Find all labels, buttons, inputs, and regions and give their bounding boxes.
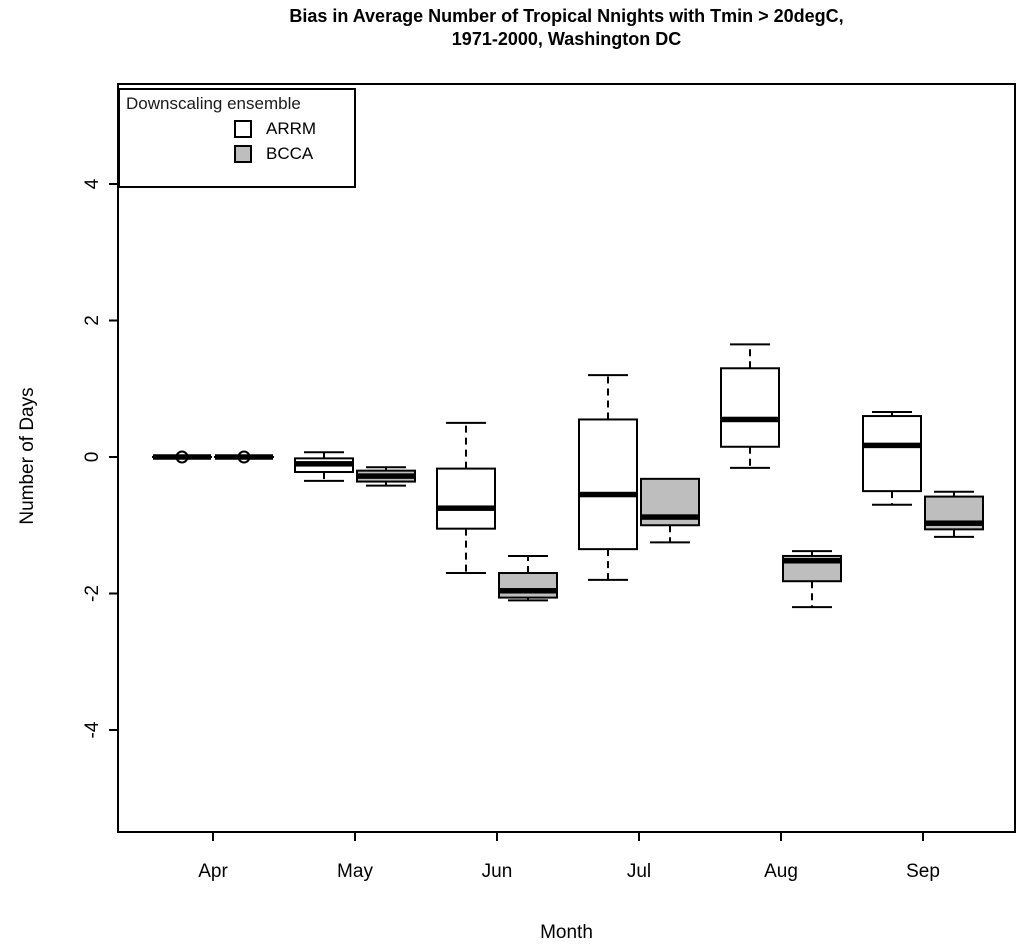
legend-title: Downscaling ensemble — [126, 94, 301, 113]
bcca-swatch-icon — [234, 144, 252, 163]
x-tick-label: May — [337, 861, 373, 882]
box-iqr — [720, 367, 780, 448]
boxplot-arrm-jul — [578, 374, 638, 581]
boxplot-bcca-apr — [214, 450, 274, 464]
median-line — [641, 514, 699, 520]
y-axis-label: Number of Days — [17, 387, 38, 525]
x-tick-label: Apr — [198, 861, 228, 882]
boxplot-arrm-jun — [436, 421, 496, 575]
y-tick-label: -2 — [82, 585, 103, 602]
median-line — [783, 557, 841, 564]
legend-item-bcca: BCCA — [120, 141, 354, 166]
outlier-point — [237, 450, 251, 464]
boxplot-arrm-sep — [862, 410, 922, 506]
median-line — [357, 473, 415, 479]
boxplot-bcca-sep — [924, 490, 984, 538]
y-tick-label: 0 — [82, 452, 103, 463]
median-line — [499, 588, 557, 594]
box-iqr — [436, 467, 496, 530]
y-tick-label: 2 — [82, 315, 103, 326]
legend-item-bcca-label: BCCA — [266, 143, 314, 163]
x-tick-label: Sep — [906, 861, 940, 882]
boxplot-bcca-may — [356, 466, 416, 487]
outlier-point — [175, 450, 189, 464]
boxplot-bcca-jun — [498, 554, 558, 602]
median-line — [721, 416, 779, 423]
median-line — [863, 442, 921, 449]
y-tick-label: -4 — [82, 721, 103, 738]
x-tick-label: Jul — [627, 861, 651, 882]
legend-item-arrm: ARRM — [120, 116, 354, 141]
median-line — [215, 454, 273, 460]
median-line — [437, 505, 495, 511]
chart-title-line1: Bias in Average Number of Tropical Nnigh… — [289, 6, 844, 26]
median-line — [153, 454, 211, 460]
box-iqr — [578, 418, 638, 551]
median-line — [295, 461, 353, 467]
box-iqr — [862, 415, 922, 493]
boxplot-bcca-jul — [640, 477, 700, 544]
x-axis-label: Month — [540, 922, 593, 943]
y-tick-label: 4 — [82, 178, 103, 189]
median-line — [925, 520, 983, 526]
legend: Downscaling ensemble ARRM BCCA — [118, 88, 356, 188]
chart-title-line2: 1971-2000, Washington DC — [451, 29, 682, 49]
boxplot-arrm-apr — [152, 450, 212, 464]
legend-item-arrm-label: ARRM — [266, 118, 317, 138]
chart-title: Bias in Average Number of Tropical Nnigh… — [118, 5, 1015, 51]
x-tick-label: Jun — [482, 861, 513, 882]
boxplot-bcca-aug — [782, 550, 842, 609]
boxplot-arrm-may — [294, 451, 354, 482]
x-tick-label: Aug — [764, 861, 798, 882]
boxplot-arrm-aug — [720, 343, 780, 469]
arrm-swatch-icon — [234, 119, 252, 138]
median-line — [579, 491, 637, 498]
box-iqr — [498, 572, 558, 599]
